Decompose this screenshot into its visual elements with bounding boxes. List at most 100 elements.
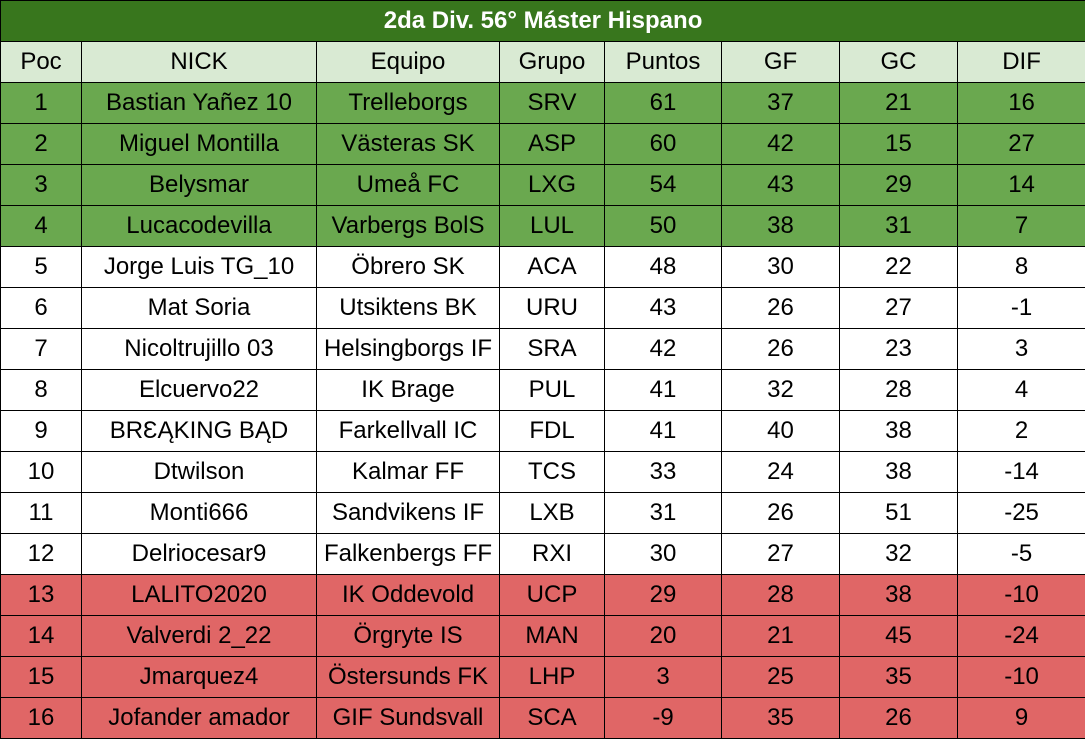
grupo-cell: SCA [499, 697, 605, 739]
dif-cell: 3 [956, 328, 1085, 370]
gc-cell: 38 [839, 410, 958, 452]
table-row: 9 BRƐĄKING BĄD Farkellvall IC FDL 41 40 38 2 [0, 410, 1085, 452]
puntos-cell: 42 [604, 328, 722, 370]
equipo-cell: IK Oddevold [316, 574, 500, 616]
equipo-cell: Utsiktens BK [316, 287, 500, 329]
equipo-cell: Öbrero SK [316, 246, 500, 288]
nick-cell: Lucacodevilla [81, 205, 317, 247]
table-row: 15 Jmarquez4 Östersunds FK LHP 3 25 35 -10 [0, 656, 1085, 698]
nick-cell: Jofander amador [81, 697, 317, 739]
table-row: 8 Elcuervo22 IK Brage PUL 41 32 28 4 [0, 369, 1085, 411]
puntos-cell: 41 [604, 410, 722, 452]
poc-cell: 7 [0, 328, 82, 370]
poc-cell: 3 [0, 164, 82, 206]
gf-cell: 40 [721, 410, 840, 452]
puntos-cell: 60 [604, 123, 722, 165]
header-gf: GF [721, 41, 840, 83]
nick-cell: Elcuervo22 [81, 369, 317, 411]
table-row: 13 LALITO2020 IK Oddevold UCP 29 28 38 -10 [0, 574, 1085, 616]
equipo-cell: Farkellvall IC [316, 410, 500, 452]
table-title: 2da Div. 56° Máster Hispano [0, 0, 1085, 42]
dif-cell: 27 [956, 123, 1085, 165]
poc-cell: 1 [0, 82, 82, 124]
gc-cell: 26 [839, 697, 958, 739]
standings-body: 1 Bastian Yañez 10 Trelleborgs SRV 61 37 21 16 2… [0, 82, 1085, 739]
dif-cell: -25 [956, 492, 1085, 534]
grupo-cell: TCS [499, 451, 605, 493]
dif-cell: 7 [956, 205, 1085, 247]
gc-cell: 51 [839, 492, 958, 534]
nick-cell: Jorge Luis TG_10 [81, 246, 317, 288]
equipo-cell: Örgryte IS [316, 615, 500, 657]
gc-cell: 35 [839, 656, 958, 698]
puntos-cell: 31 [604, 492, 722, 534]
gf-cell: 38 [721, 205, 840, 247]
gf-cell: 28 [721, 574, 840, 616]
puntos-cell: 61 [604, 82, 722, 124]
poc-cell: 15 [0, 656, 82, 698]
gf-cell: 43 [721, 164, 840, 206]
table-row: 7 Nicoltrujillo 03 Helsingborgs IF SRA 42 26 2… [0, 328, 1085, 370]
equipo-cell: GIF Sundsvall [316, 697, 500, 739]
equipo-cell: Kalmar FF [316, 451, 500, 493]
puntos-cell: 20 [604, 615, 722, 657]
equipo-cell: Västeras SK [316, 123, 500, 165]
table-row: 12 Delriocesar9 Falkenbergs FF RXI 30 27 32 -5 [0, 533, 1085, 575]
table-row: 10 Dtwilson Kalmar FF TCS 33 24 38 -14 [0, 451, 1085, 493]
equipo-cell: Östersunds FK [316, 656, 500, 698]
nick-cell: Mat Soria [81, 287, 317, 329]
puntos-cell: 50 [604, 205, 722, 247]
gc-cell: 15 [839, 123, 958, 165]
gf-cell: 26 [721, 492, 840, 534]
puntos-cell: 3 [604, 656, 722, 698]
dif-cell: 9 [956, 697, 1085, 739]
nick-cell: Miguel Montilla [81, 123, 317, 165]
equipo-cell: Sandvikens IF [316, 492, 500, 534]
gf-cell: 24 [721, 451, 840, 493]
table-row: 5 Jorge Luis TG_10 Öbrero SK ACA 48 30 22 8 [0, 246, 1085, 288]
header-row: Poc NICK Equipo Grupo Puntos GF GC DIF [0, 41, 1085, 83]
header-nick: NICK [81, 41, 317, 83]
gc-cell: 31 [839, 205, 958, 247]
grupo-cell: LHP [499, 656, 605, 698]
nick-cell: Bastian Yañez 10 [81, 82, 317, 124]
nick-cell: BRƐĄKING BĄD [81, 410, 317, 452]
gc-cell: 28 [839, 369, 958, 411]
nick-cell: Monti666 [81, 492, 317, 534]
dif-cell: 16 [956, 82, 1085, 124]
equipo-cell: Falkenbergs FF [316, 533, 500, 575]
header-gc: GC [839, 41, 958, 83]
dif-cell: -1 [956, 287, 1085, 329]
poc-cell: 11 [0, 492, 82, 534]
nick-cell: LALITO2020 [81, 574, 317, 616]
puntos-cell: 43 [604, 287, 722, 329]
puntos-cell: 29 [604, 574, 722, 616]
dif-cell: 8 [956, 246, 1085, 288]
header-grupo: Grupo [499, 41, 605, 83]
dif-cell: 14 [956, 164, 1085, 206]
dif-cell: -5 [956, 533, 1085, 575]
table-row: 11 Monti666 Sandvikens IF LXB 31 26 51 -25 [0, 492, 1085, 534]
puntos-cell: 33 [604, 451, 722, 493]
poc-cell: 16 [0, 697, 82, 739]
puntos-cell: 48 [604, 246, 722, 288]
nick-cell: Valverdi 2_22 [81, 615, 317, 657]
poc-cell: 6 [0, 287, 82, 329]
table-row: 6 Mat Soria Utsiktens BK URU 43 26 27 -1 [0, 287, 1085, 329]
puntos-cell: 30 [604, 533, 722, 575]
poc-cell: 9 [0, 410, 82, 452]
table-row: 3 Belysmar Umeå FC LXG 54 43 29 14 [0, 164, 1085, 206]
equipo-cell: Varbergs BolS [316, 205, 500, 247]
gc-cell: 27 [839, 287, 958, 329]
gf-cell: 26 [721, 328, 840, 370]
gf-cell: 26 [721, 287, 840, 329]
gf-cell: 27 [721, 533, 840, 575]
equipo-cell: Trelleborgs [316, 82, 500, 124]
dif-cell: -10 [956, 656, 1085, 698]
dif-cell: 2 [956, 410, 1085, 452]
gc-cell: 38 [839, 451, 958, 493]
grupo-cell: ACA [499, 246, 605, 288]
grupo-cell: LXG [499, 164, 605, 206]
gf-cell: 32 [721, 369, 840, 411]
